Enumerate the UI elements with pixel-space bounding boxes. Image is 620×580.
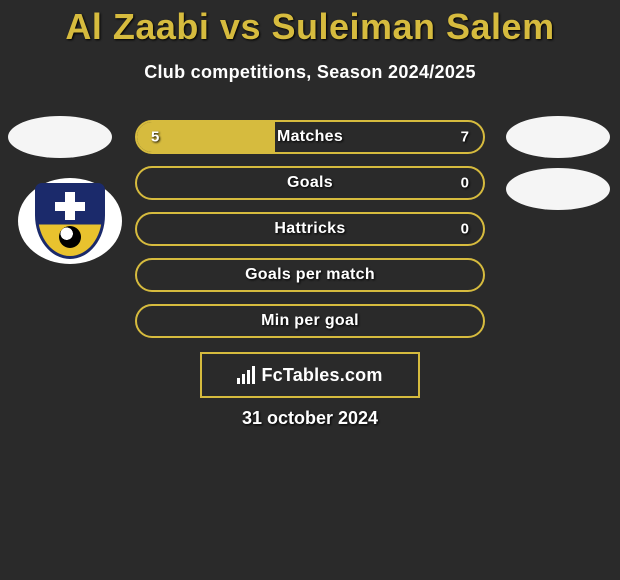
stat-label: Goals	[287, 174, 333, 192]
stat-row: Matches 5 7	[135, 120, 485, 154]
avatar-player-left	[8, 116, 112, 158]
stat-label: Hattricks	[274, 220, 345, 238]
stat-label: Goals per match	[245, 266, 375, 284]
stat-row: Hattricks 0	[135, 212, 485, 246]
stat-value-left: 5	[151, 129, 159, 146]
shield-icon	[35, 183, 105, 259]
date-label: 31 october 2024	[0, 408, 620, 429]
bar-chart-icon	[237, 366, 255, 384]
club-badge	[18, 178, 122, 264]
stats-panel: Matches 5 7 Goals 0 Hattricks 0 Goals per match…	[135, 120, 485, 350]
stat-row: Min per goal	[135, 304, 485, 338]
avatar-player-right-1	[506, 116, 610, 158]
comparison-infographic: { "title": "Al Zaabi vs Suleiman Salem",…	[0, 0, 620, 580]
stat-value-right: 0	[461, 175, 469, 192]
subtitle: Club competitions, Season 2024/2025	[0, 62, 620, 83]
stat-row: Goals per match	[135, 258, 485, 292]
stat-label: Min per goal	[261, 312, 359, 330]
stat-value-right: 0	[461, 221, 469, 238]
brand-box[interactable]: FcTables.com	[200, 352, 420, 398]
brand-label: FcTables.com	[261, 365, 382, 386]
stat-value-right: 7	[461, 129, 469, 146]
page-title: Al Zaabi vs Suleiman Salem	[0, 0, 620, 48]
stat-label: Matches	[277, 128, 343, 146]
avatar-player-right-2	[506, 168, 610, 210]
stat-row: Goals 0	[135, 166, 485, 200]
